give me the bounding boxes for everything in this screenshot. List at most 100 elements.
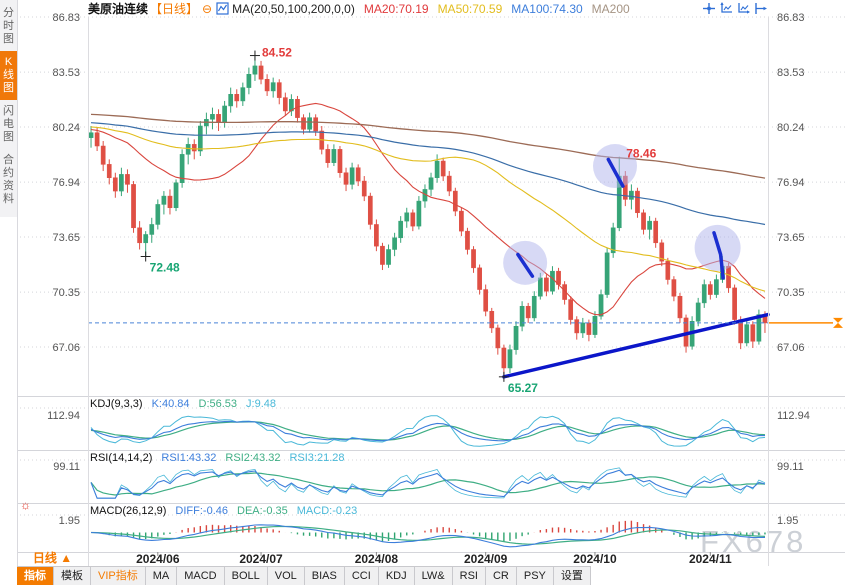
ma-line	[90, 102, 766, 316]
ma-legend-item: MA200	[591, 1, 630, 16]
annotation-arrow	[516, 252, 535, 278]
collapse-icon[interactable]: ⊖	[202, 1, 213, 16]
y-axis-label: 76.94	[52, 177, 80, 189]
period-selector[interactable]: 日线 ▲	[17, 551, 88, 565]
x-axis-label: 2024/06	[136, 552, 180, 566]
chart-type-icon	[216, 2, 229, 15]
ma-legend-item: MA50:70.59	[437, 1, 503, 16]
zoom-horizontal-icon[interactable]	[736, 2, 750, 15]
trendline	[502, 312, 770, 379]
indicator-line	[90, 420, 766, 442]
annotation-arrow	[712, 231, 725, 280]
y-axis-label: 73.65	[777, 232, 805, 244]
indicator-line	[90, 472, 766, 496]
toolbar-tab[interactable]: 模板	[54, 567, 91, 585]
toolbar-tab[interactable]: 指标	[17, 567, 54, 585]
indicator-value: DIFF:-0.46	[175, 505, 228, 517]
x-axis-label: 2024/10	[573, 552, 617, 566]
toolbar-tab[interactable]: CR	[485, 567, 517, 585]
toolbar-tab[interactable]: VOL	[267, 567, 305, 585]
kdj-formula: KDJ(9,3,3)	[90, 398, 143, 410]
indicator-value: MACD:-0.23	[296, 505, 358, 517]
y-axis-label: 80.24	[52, 122, 80, 134]
ma-line	[90, 122, 766, 226]
sun-icon[interactable]: ☼	[20, 498, 31, 512]
indicator-line	[90, 467, 766, 499]
toolbar-tab[interactable]: 设置	[553, 567, 591, 585]
pan-right-icon[interactable]	[753, 2, 767, 15]
y-axis-label: 83.53	[52, 67, 80, 79]
indicator-value: D:56.53	[198, 398, 238, 410]
ma-legend-item: MA20:70.19	[363, 1, 429, 16]
y-axis-label: 70.35	[777, 287, 805, 299]
chart-tool-icons	[702, 2, 767, 15]
toolbar-tab[interactable]: MACD	[177, 567, 225, 585]
sidebar-item[interactable]: K线图	[0, 51, 17, 100]
panel-scale-label: 1.95	[777, 515, 798, 527]
sidebar-item[interactable]: 分时图	[3, 7, 14, 45]
x-axis-label: 2024/07	[239, 552, 283, 566]
panel-scale-label: 99.11	[777, 461, 804, 473]
zoom-vertical-icon[interactable]	[719, 2, 733, 15]
toolbar-tab[interactable]: RSI	[452, 567, 486, 585]
indicator-line	[90, 524, 765, 548]
ma-legend-item: MA100:74.30	[511, 1, 583, 16]
toolbar-tab[interactable]: CCI	[344, 567, 379, 585]
panel-scale-label: 1.95	[59, 515, 80, 527]
kdj-panel-header: KDJ(9,3,3) K:40.84 D:56.53 J:9.48	[90, 398, 276, 410]
price-marker-icon	[833, 322, 843, 328]
period-tag: 【日线】	[150, 2, 199, 16]
chart-header: 美原油连续 【日线】 ⊖ MA(20,50,100,200,0,0) MA20:70…	[17, 0, 845, 17]
ma-legend: MA20:70.19 MA50:70.59 MA100:74.30 MA200	[355, 2, 630, 16]
macd-formula: MACD(26,12,9)	[90, 505, 167, 517]
period-arrow-icon: ▲	[60, 551, 73, 565]
rsi-formula: RSI(14,14,2)	[90, 452, 153, 464]
price-annotation: 65.27	[508, 381, 538, 395]
toolbar-tab[interactable]: KDJ	[378, 567, 415, 585]
sidebar: 分时图 K线图闪电图合约资料	[0, 0, 18, 585]
rsi-panel-header: RSI(14,14,2) RSI1:43.32 RSI2:43.32 RSI3:21.…	[90, 452, 345, 464]
annotation-arrow	[606, 157, 625, 188]
indicator-value: RSI1:43.32	[161, 452, 217, 464]
price-annotation: 78.46	[626, 147, 656, 161]
sidebar-item[interactable]: 合约资料	[3, 154, 14, 205]
sidebar-item[interactable]: 闪电图	[3, 105, 14, 143]
y-axis-label: 70.35	[52, 287, 80, 299]
y-axis-label: 67.06	[777, 342, 805, 354]
toolbar-tab[interactable]: BIAS	[304, 567, 345, 585]
y-axis-label: 86.83	[777, 12, 805, 24]
price-marker-icon	[833, 317, 843, 323]
price-annotation: 72.48	[150, 261, 180, 275]
ma-line	[90, 113, 766, 179]
y-axis-label: 67.06	[52, 342, 80, 354]
indicator-line	[90, 525, 766, 545]
period-label: 日线	[32, 551, 57, 565]
price-annotation: 84.52	[262, 46, 292, 60]
fx678-watermark: FX678	[700, 524, 807, 559]
toolbar-tab[interactable]: LW&	[414, 567, 453, 585]
y-axis-label: 76.94	[777, 177, 805, 189]
highlight-circle	[593, 144, 637, 189]
indicator-toolbar: 指标 模板 VIP指标 MA MACD BOLL VOL BIAS CCI KDJ LW& RSI CR…	[17, 566, 591, 585]
indicator-line	[90, 415, 766, 447]
macd-panel-header: MACD(26,12,9) DIFF:-0.46 DEA:-0.35 MACD:-0.…	[90, 505, 357, 517]
indicator-value: K:40.84	[151, 398, 190, 410]
indicator-value: DEA:-0.35	[237, 505, 288, 517]
panel-scale-label: 112.94	[47, 410, 80, 422]
indicator-value: RSI3:21.28	[289, 452, 345, 464]
y-axis-label: 80.24	[777, 122, 805, 134]
x-axis-label: 2024/11	[689, 552, 732, 566]
toolbar-tab[interactable]: BOLL	[224, 567, 268, 585]
symbol-title: 美原油连续	[88, 2, 149, 16]
y-axis-label: 86.83	[52, 12, 80, 24]
indicator-value: J:9.48	[246, 398, 276, 410]
panel-scale-label: 112.94	[777, 410, 810, 422]
panel-scale-label: 99.11	[53, 461, 80, 473]
toolbar-tab[interactable]: PSY	[516, 567, 554, 585]
toolbar-tab[interactable]: MA	[145, 567, 178, 585]
move-crosshair-icon[interactable]	[702, 2, 716, 15]
toolbar-tab[interactable]: VIP指标	[91, 567, 146, 585]
ma-line	[90, 126, 766, 292]
y-axis-label: 83.53	[777, 67, 805, 79]
